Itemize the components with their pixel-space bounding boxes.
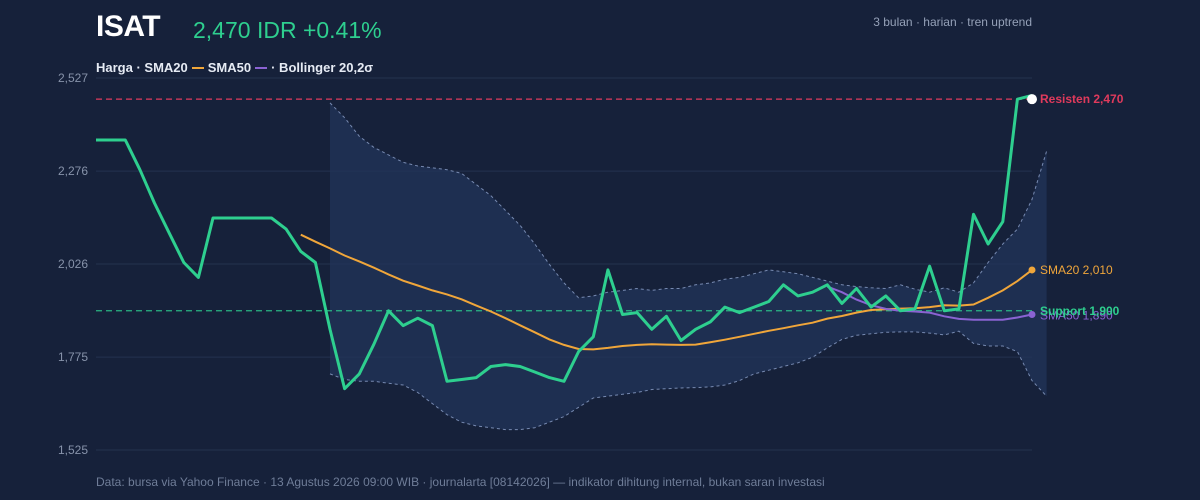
y-tick-label: 2,527 — [58, 71, 88, 85]
price-change: 2,470 IDR +0.41% — [193, 17, 382, 43]
chart-legend: Harga · SMA20 SMA50 · Bollinger 20,2σ — [96, 60, 373, 75]
sma50-end-marker — [1028, 310, 1036, 318]
resistance-label: Resisten 2,470 — [1040, 92, 1124, 106]
y-tick-label: 1,525 — [58, 443, 88, 457]
y-tick-label: 2,026 — [58, 257, 88, 271]
chart-meta: 3 bulan · harian · tren uptrend — [873, 15, 1032, 29]
legend-bollinger-swatch — [255, 66, 268, 69]
legend-price-sma20: Harga · SMA20 — [96, 60, 188, 75]
ticker-symbol: ISAT — [96, 10, 161, 43]
data-source-footer: Data: bursa via Yahoo Finance · 13 Agust… — [96, 475, 825, 489]
sma20-end-marker — [1028, 266, 1036, 274]
bollinger-band-area — [330, 102, 1047, 430]
price-line — [96, 93, 1033, 391]
y-tick-label: 2,276 — [58, 164, 88, 178]
sma50-end-label: SMA50 1,890 — [1040, 308, 1113, 322]
bollinger-lower-line — [329, 330, 1047, 431]
y-tick-label: 1,775 — [58, 350, 88, 364]
sma20-end-label: SMA20 2,010 — [1040, 263, 1113, 277]
sma50-line — [826, 285, 1033, 321]
last-price-marker — [1027, 94, 1037, 105]
legend-sma50: SMA50 — [207, 60, 252, 75]
legend-sma50-swatch — [191, 66, 204, 69]
legend-bollinger: · Bollinger 20,2σ — [271, 60, 374, 75]
support-label: Support 1,900 — [1040, 304, 1120, 318]
